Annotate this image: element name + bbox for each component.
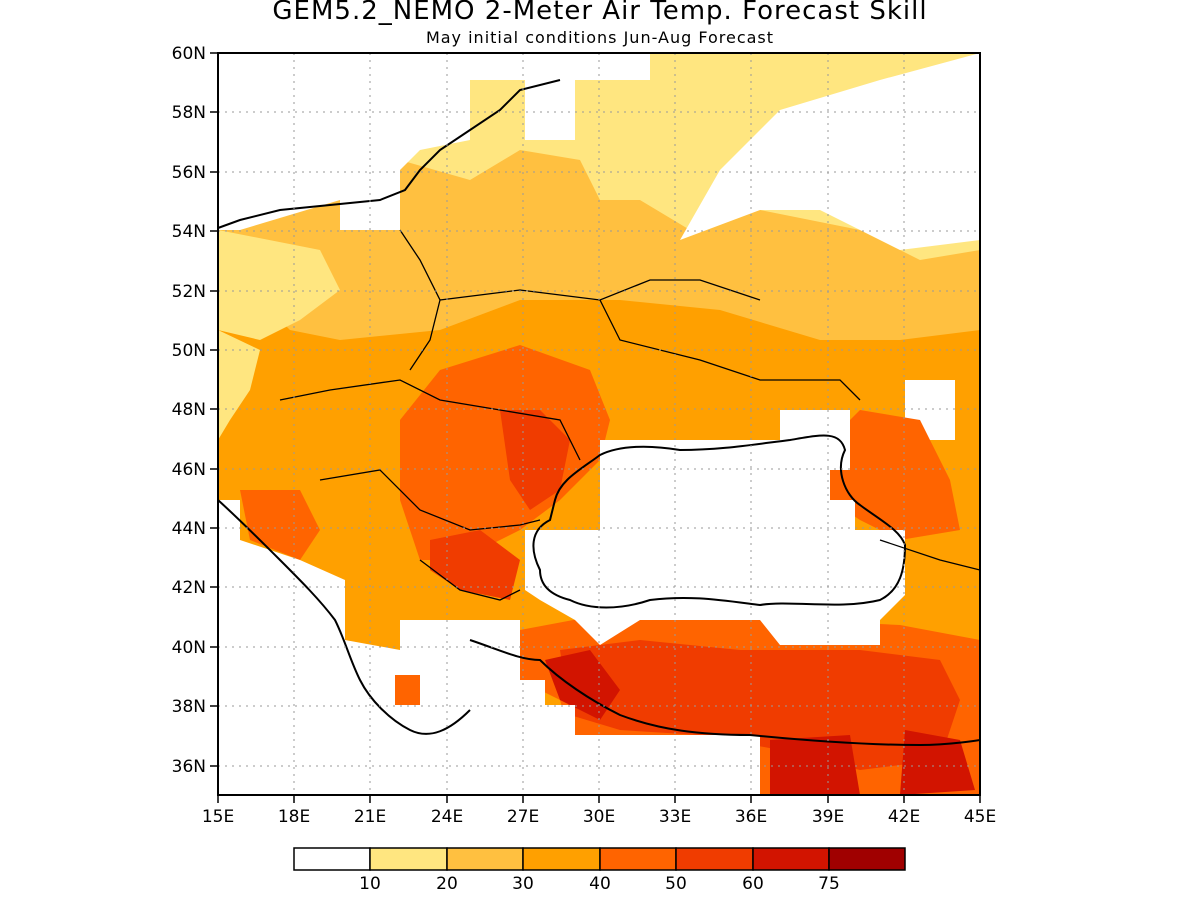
lat-label: 44N [172,519,206,539]
shade-50-60-bulgaria [430,530,520,600]
lat-label: 56N [172,163,206,183]
lat-label: 50N [172,341,206,361]
lon-labels: 15E 18E 21E 24E 27E 30E 33E 36E 39E 42E … [202,807,996,827]
shade-40-50-balkans [240,490,320,560]
lon-label: 45E [964,807,996,827]
lon-label: 21E [354,807,386,827]
lon-label: 15E [202,807,234,827]
grid-lines [218,53,980,795]
black-sea-coast [532,434,907,609]
colorbar-label: 40 [589,874,611,894]
shade-10-20-alps [218,330,260,440]
shade-10-20-west [218,230,340,340]
lon-label: 39E [812,807,844,827]
lat-label: 52N [172,282,206,302]
lon-label: 18E [278,807,310,827]
border-caucasus [879,539,980,571]
shade-peloponnese [395,675,420,705]
colorbar-label: 75 [818,874,840,894]
lat-label: 54N [172,222,206,242]
colorbar-swatch [828,847,906,871]
lat-label: 48N [172,400,206,420]
shade-lt10-russia [680,53,980,250]
colorbar-swatch [675,847,754,871]
colorbar-label: 50 [665,874,687,894]
colorbar-label: 60 [742,874,764,894]
lat-label: 60N [172,44,206,64]
shade-50-60-moldova [500,410,570,510]
lon-label: 27E [507,807,539,827]
border-bulgaria [419,559,521,601]
colorbar-swatch [369,847,448,871]
shade-lt10-baltic [218,53,340,230]
colorbar-swatch [752,847,830,871]
lon-label: 42E [888,807,920,827]
lon-label: 24E [431,807,463,827]
lat-label: 40N [172,638,206,658]
border-carpathian [279,379,581,461]
lat-label: 58N [172,103,206,123]
lon-label: 30E [583,807,615,827]
baltic-coast [218,79,561,229]
borders [279,229,980,601]
colorbar-label: 30 [512,874,534,894]
lat-label: 42N [172,578,206,598]
colorbar-swatch [446,847,524,871]
colorbar-swatch [599,847,677,871]
shade-60-75-w-turkey [545,650,620,720]
lon-label: 33E [659,807,691,827]
lat-label: 46N [172,460,206,480]
chart-title: GEM5.2_NEMO 2-Meter Air Temp. Forecast S… [272,0,928,26]
colorbar-swatch [522,847,601,871]
shade-50-60-turkey [560,640,960,770]
lon-label: 36E [735,807,767,827]
coastlines [218,79,980,747]
lat-label: 38N [172,697,206,717]
colorbar: 10 20 30 40 50 60 75 [293,847,906,894]
shade-lt10-scandinavia [340,53,650,230]
shade-40-50-romania [400,345,610,560]
shade-60-75-se-turkey [770,735,860,795]
colorbar-swatch [293,847,371,871]
lat-label: 36N [172,757,206,777]
adriatic-coast [218,499,471,735]
shade-60-75-e-turkey [900,730,975,795]
turkey-south-coast [469,639,980,747]
colorbar-label: 20 [436,874,458,894]
border-ukraine-north [439,279,761,301]
tick-marks [210,52,981,803]
chart-subtitle: May initial conditions Jun-Aug Forecast [425,28,775,47]
lat-labels: 60N 58N 56N 54N 52N 50N 48N 46N 44N 42N … [172,44,206,777]
border-danube [319,469,541,531]
border-russia-ukraine [599,299,861,401]
colorbar-label: 10 [359,874,381,894]
